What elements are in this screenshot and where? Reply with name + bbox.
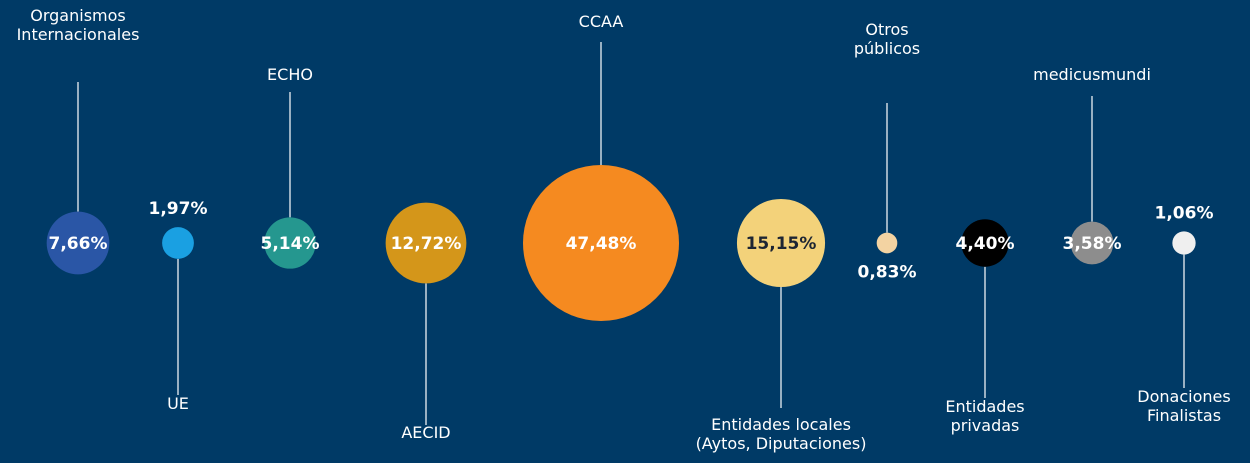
value-label: 15,15% [746, 234, 817, 254]
bubble [385, 202, 467, 284]
bubble [46, 211, 110, 275]
bubble [736, 198, 826, 288]
category-label: Organismos Internacionales [17, 6, 140, 44]
value-label: 3,58% [1063, 234, 1122, 254]
bubble [1070, 221, 1114, 265]
bubble [876, 232, 898, 254]
value-label: 47,48% [566, 234, 637, 254]
value-label: 1,06% [1155, 203, 1214, 223]
bubble [264, 217, 316, 269]
bubble [1172, 231, 1196, 255]
bubble [162, 227, 194, 259]
category-label: medicusmundi [1033, 65, 1151, 84]
category-label: AECID [401, 423, 450, 442]
category-label: CCAA [579, 12, 624, 31]
bubble [523, 165, 679, 321]
value-label: 4,40% [956, 234, 1015, 254]
category-label: Entidades locales (Aytos, Diputaciones) [696, 415, 867, 453]
value-label: 1,97% [149, 199, 208, 219]
category-label: Entidades privadas [945, 397, 1024, 435]
value-label: 5,14% [261, 234, 320, 254]
value-label: 7,66% [49, 234, 108, 254]
category-label: UE [167, 394, 189, 413]
category-label: ECHO [267, 65, 313, 84]
category-label: Otros públicos [854, 20, 920, 58]
value-label: 0,83% [858, 262, 917, 282]
category-label: Donaciones Finalistas [1137, 387, 1230, 425]
bubble [961, 219, 1009, 267]
value-label: 12,72% [391, 234, 462, 254]
